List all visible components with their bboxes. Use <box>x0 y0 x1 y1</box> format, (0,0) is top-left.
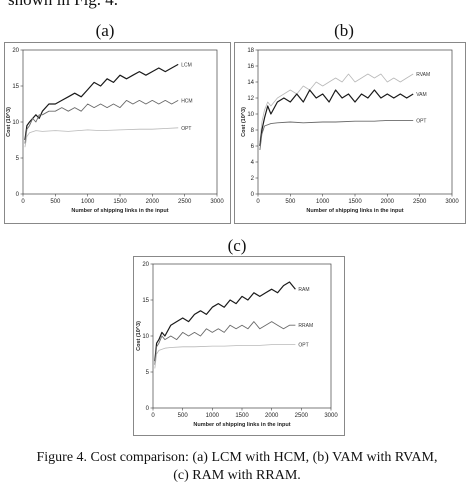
y-tick-label: 16 <box>247 64 254 70</box>
y-tick-label: 0 <box>146 406 150 412</box>
y-tick-label: 15 <box>142 298 149 304</box>
x-tick-label: 1500 <box>348 199 362 205</box>
y-tick-label: 10 <box>247 112 254 118</box>
series-label-vam: VAM <box>416 92 426 98</box>
x-tick-label: 3000 <box>445 199 459 205</box>
y-axis-label: Cost (10^3) <box>136 321 142 351</box>
x-tick-label: 1000 <box>81 199 95 205</box>
series-line-hcm <box>24 99 179 144</box>
x-axis-label: Number of shipping links in the input <box>193 422 290 428</box>
figure-caption-line-2: (c) RAM with RRAM. <box>173 468 301 483</box>
y-tick-label: 6 <box>251 144 255 150</box>
y-tick-label: 15 <box>12 84 19 90</box>
x-tick-label: 500 <box>178 413 189 419</box>
series-line-vam <box>259 89 414 147</box>
series-label-opt: OPT <box>416 118 426 124</box>
y-tick-label: 20 <box>142 262 149 268</box>
y-tick-label: 12 <box>247 96 254 102</box>
x-axis-label: Number of shipping links in the input <box>71 208 168 214</box>
series-line-opt <box>154 344 296 369</box>
y-tick-label: 2 <box>251 176 255 182</box>
x-tick-label: 2000 <box>146 199 160 205</box>
x-tick-label: 1500 <box>235 413 249 419</box>
x-tick-label: 500 <box>50 199 61 205</box>
x-tick-label: 1500 <box>113 199 127 205</box>
series-line-rram <box>154 321 296 365</box>
y-axis-label: Cost (10^3) <box>241 107 247 137</box>
x-tick-label: 0 <box>256 199 260 205</box>
y-tick-label: 18 <box>247 48 254 54</box>
y-tick-label: 20 <box>12 48 19 54</box>
chart-panel-b: 0 500 1000 1500 2000 2500 3000 0 2 4 6 8 10 12 14 16 18 N… <box>241 48 459 214</box>
x-axis-label: Number of shipping links in the input <box>306 208 403 214</box>
series-line-opt <box>259 119 414 151</box>
x-tick-label: 3000 <box>324 413 338 419</box>
y-tick-label: 14 <box>247 80 254 86</box>
chart-panel-a: 0 500 1000 1500 2000 2500 3000 0 5 10 15 20 Number o… <box>6 48 224 214</box>
panel-label-b: (b) <box>334 21 354 40</box>
series-label-rram: RRAM <box>298 323 313 329</box>
series-label-opt: OPT <box>298 343 308 349</box>
y-tick-label: 5 <box>16 156 20 162</box>
panel-label-a: (a) <box>95 21 115 40</box>
x-tick-label: 1000 <box>316 199 330 205</box>
figure-caption-line-1: Figure 4. Cost comparison: (a) LCM with … <box>36 450 438 465</box>
x-tick-label: 2000 <box>265 413 279 419</box>
x-tick-label: 2000 <box>381 199 395 205</box>
series-label-opt: OPT <box>181 126 191 132</box>
y-tick-label: 8 <box>251 128 255 134</box>
x-tick-label: 1000 <box>206 413 220 419</box>
x-tick-label: 2500 <box>295 413 309 419</box>
series-label-hcm: HCM <box>181 98 192 104</box>
x-tick-label: 500 <box>285 199 296 205</box>
body-text-fragment: shown in Fig. 4. <box>8 0 118 10</box>
chart-panel-c: 0 500 1000 1500 2000 2500 3000 0 5 10 15 20 Number o… <box>136 262 338 428</box>
x-tick-label: 0 <box>21 199 25 205</box>
series-line-rvam <box>259 73 414 143</box>
panel-label-c: (c) <box>227 236 247 255</box>
series-line-lcm <box>24 63 179 141</box>
x-tick-label: 3000 <box>210 199 224 205</box>
plot-area <box>22 49 218 195</box>
x-tick-label: 2500 <box>413 199 427 205</box>
y-tick-label: 10 <box>142 334 149 340</box>
y-axis-label: Cost (10^3) <box>6 107 12 137</box>
y-tick-label: 0 <box>251 192 255 198</box>
series-label-lcm: LCM <box>181 62 192 68</box>
series-label-ram: RAM <box>298 287 309 293</box>
x-tick-label: 2500 <box>178 199 192 205</box>
y-tick-label: 5 <box>146 370 150 376</box>
series-line-opt <box>24 127 179 148</box>
y-tick-label: 10 <box>12 120 19 126</box>
y-tick-label: 4 <box>251 160 255 166</box>
chart-panel-c-frame <box>133 256 345 436</box>
series-line-ram <box>154 281 296 362</box>
y-tick-label: 0 <box>16 192 20 198</box>
x-tick-label: 0 <box>151 413 155 419</box>
series-label-rvam: RVAM <box>416 72 430 78</box>
